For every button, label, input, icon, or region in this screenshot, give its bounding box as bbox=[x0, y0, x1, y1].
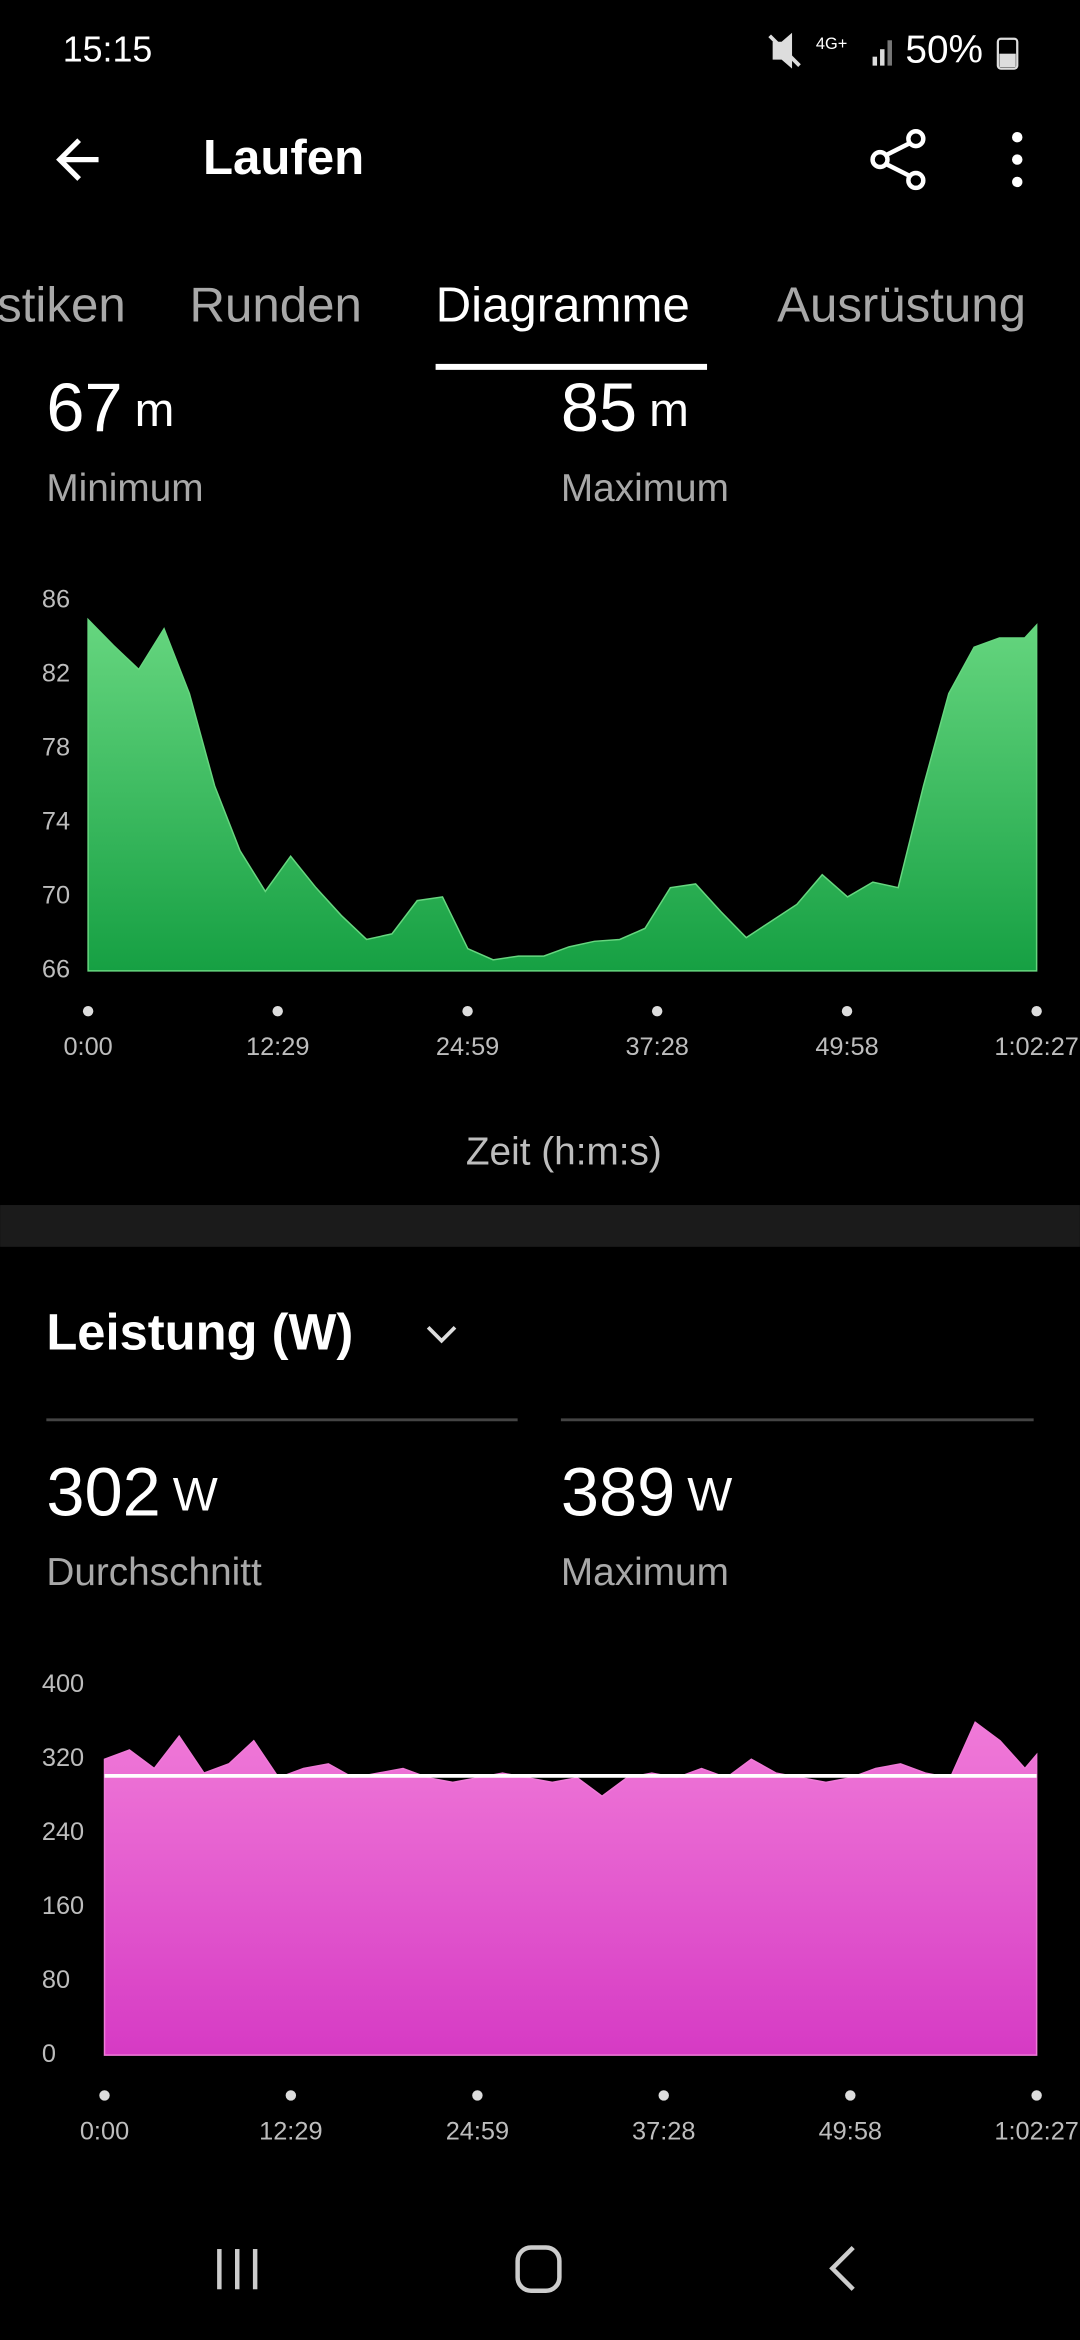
x-tick-dot bbox=[651, 1005, 663, 1017]
x-tick-label: 37:28 bbox=[632, 2117, 695, 2145]
stat-unit: m bbox=[135, 384, 175, 437]
stat-label: Durchschnitt bbox=[46, 1551, 262, 1594]
y-tick-label: 240 bbox=[42, 1818, 84, 1846]
x-tick-label: 49:58 bbox=[819, 2117, 882, 2145]
y-tick-label: 80 bbox=[42, 1966, 70, 1994]
elevation-chart: 66 70 74 78 82 86 0:00 12:29 24:59 37:28 49:58 1:02… bbox=[42, 586, 1079, 1061]
y-tick-label: 78 bbox=[42, 734, 70, 762]
share-button[interactable] bbox=[870, 129, 926, 191]
y-tick-label: 320 bbox=[42, 1744, 84, 1772]
x-tick-dot bbox=[472, 2090, 483, 2101]
x-tick-label: 37:28 bbox=[625, 1033, 688, 1061]
x-tick-dot bbox=[462, 1005, 473, 1017]
tab[interactable]: Ausrüstung bbox=[777, 278, 1026, 333]
stat-unit: W bbox=[173, 1468, 218, 1521]
x-tick-label: 12:29 bbox=[259, 2117, 322, 2145]
x-tick-label: 24:59 bbox=[446, 2117, 509, 2145]
stat-label: Maximum bbox=[561, 467, 729, 510]
x-tick-dot bbox=[1031, 2090, 1042, 2101]
y-tick-label: 86 bbox=[42, 586, 70, 614]
stat-number: 389 bbox=[561, 1453, 675, 1530]
x-tick-dot bbox=[99, 2090, 110, 2101]
stat-value: 85 m bbox=[561, 369, 689, 446]
x-tick-dot bbox=[845, 2090, 856, 2101]
stat-value: 67 m bbox=[46, 369, 174, 446]
x-axis-label: Zeit (h:m:s) bbox=[466, 1131, 662, 1174]
x-tick-label: 24:59 bbox=[436, 1033, 499, 1061]
divider bbox=[0, 1205, 1080, 1247]
stat-number: 85 bbox=[561, 369, 637, 446]
battery: 50% bbox=[905, 28, 983, 71]
tab[interactable]: Diagramme bbox=[436, 278, 690, 333]
tab[interactable]: Runden bbox=[190, 278, 362, 333]
stat-label: Maximum bbox=[561, 1551, 729, 1594]
power-chart: 0 80 160 240 320 400 0:00 12:29 24:59 37:28 49:58 1… bbox=[42, 1670, 1079, 2145]
stat-value: 302 W bbox=[46, 1453, 217, 1530]
stat-label: Minimum bbox=[46, 467, 203, 510]
x-tick-dot bbox=[82, 1005, 94, 1017]
x-tick-label: 0:00 bbox=[63, 1033, 112, 1061]
y-tick-label: 400 bbox=[42, 1670, 84, 1698]
stat-unit: W bbox=[687, 1468, 732, 1521]
stat-unit: m bbox=[649, 384, 689, 437]
x-tick-label: 0:00 bbox=[80, 2117, 129, 2145]
more-button[interactable] bbox=[1012, 131, 1023, 188]
tabs: stiken Runden Diagramme Ausrüstung bbox=[0, 278, 1026, 333]
nav-bar bbox=[217, 2245, 855, 2294]
clock: 15:15 bbox=[63, 30, 153, 70]
x-tick-dot bbox=[1031, 1005, 1042, 1017]
recents-button[interactable] bbox=[217, 2249, 258, 2290]
tab-indicator bbox=[435, 363, 708, 370]
stat-value: 389 W bbox=[561, 1453, 732, 1530]
x-tick-dot bbox=[272, 1005, 283, 1017]
y-tick-label: 0 bbox=[42, 2040, 56, 2068]
y-tick-label: 74 bbox=[42, 808, 70, 836]
back-button[interactable] bbox=[56, 138, 99, 181]
x-tick-label: 49:58 bbox=[815, 1033, 878, 1061]
x-tick-label: 1:02:27 bbox=[994, 1033, 1079, 1061]
x-tick-label: 1:02:27 bbox=[994, 2117, 1079, 2145]
home-button[interactable] bbox=[515, 2245, 562, 2294]
section-title[interactable]: Leistung (W) bbox=[46, 1304, 353, 1361]
y-tick-label: 160 bbox=[42, 1892, 84, 1920]
x-tick-dot bbox=[285, 2090, 297, 2101]
stat-number: 67 bbox=[46, 369, 122, 446]
x-tick-label: 12:29 bbox=[246, 1033, 309, 1061]
y-tick-label: 82 bbox=[42, 660, 70, 688]
tab[interactable]: stiken bbox=[0, 278, 126, 333]
area bbox=[87, 617, 1038, 972]
y-tick-label: 70 bbox=[42, 882, 70, 910]
back-nav-button[interactable] bbox=[829, 2245, 855, 2291]
x-tick-dot bbox=[658, 2090, 669, 2101]
y-tick-label: 66 bbox=[42, 956, 70, 984]
x-tick-dot bbox=[841, 1005, 853, 1017]
stat-number: 302 bbox=[46, 1453, 160, 1530]
status-icons: 4G+ bbox=[768, 32, 1019, 70]
header-title: Laufen bbox=[203, 130, 364, 185]
area bbox=[103, 1721, 1038, 2056]
dropdown-icon[interactable] bbox=[426, 1326, 457, 1344]
svg-text:4G+: 4G+ bbox=[816, 35, 847, 53]
